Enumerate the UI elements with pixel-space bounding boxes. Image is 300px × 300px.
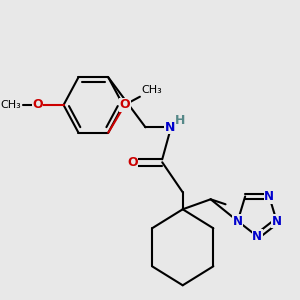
Text: N: N xyxy=(264,190,274,203)
Text: O: O xyxy=(32,98,43,112)
Text: N: N xyxy=(164,121,175,134)
Text: O: O xyxy=(120,98,130,111)
Text: N: N xyxy=(264,190,274,203)
Text: N: N xyxy=(252,230,262,243)
Text: CH₃: CH₃ xyxy=(0,100,21,110)
Text: N: N xyxy=(233,214,243,228)
Text: H: H xyxy=(175,114,185,127)
Text: O: O xyxy=(127,156,138,169)
Text: N: N xyxy=(233,214,243,228)
Text: CH₃: CH₃ xyxy=(142,85,163,95)
Text: N: N xyxy=(252,230,262,243)
Text: N: N xyxy=(272,214,282,228)
